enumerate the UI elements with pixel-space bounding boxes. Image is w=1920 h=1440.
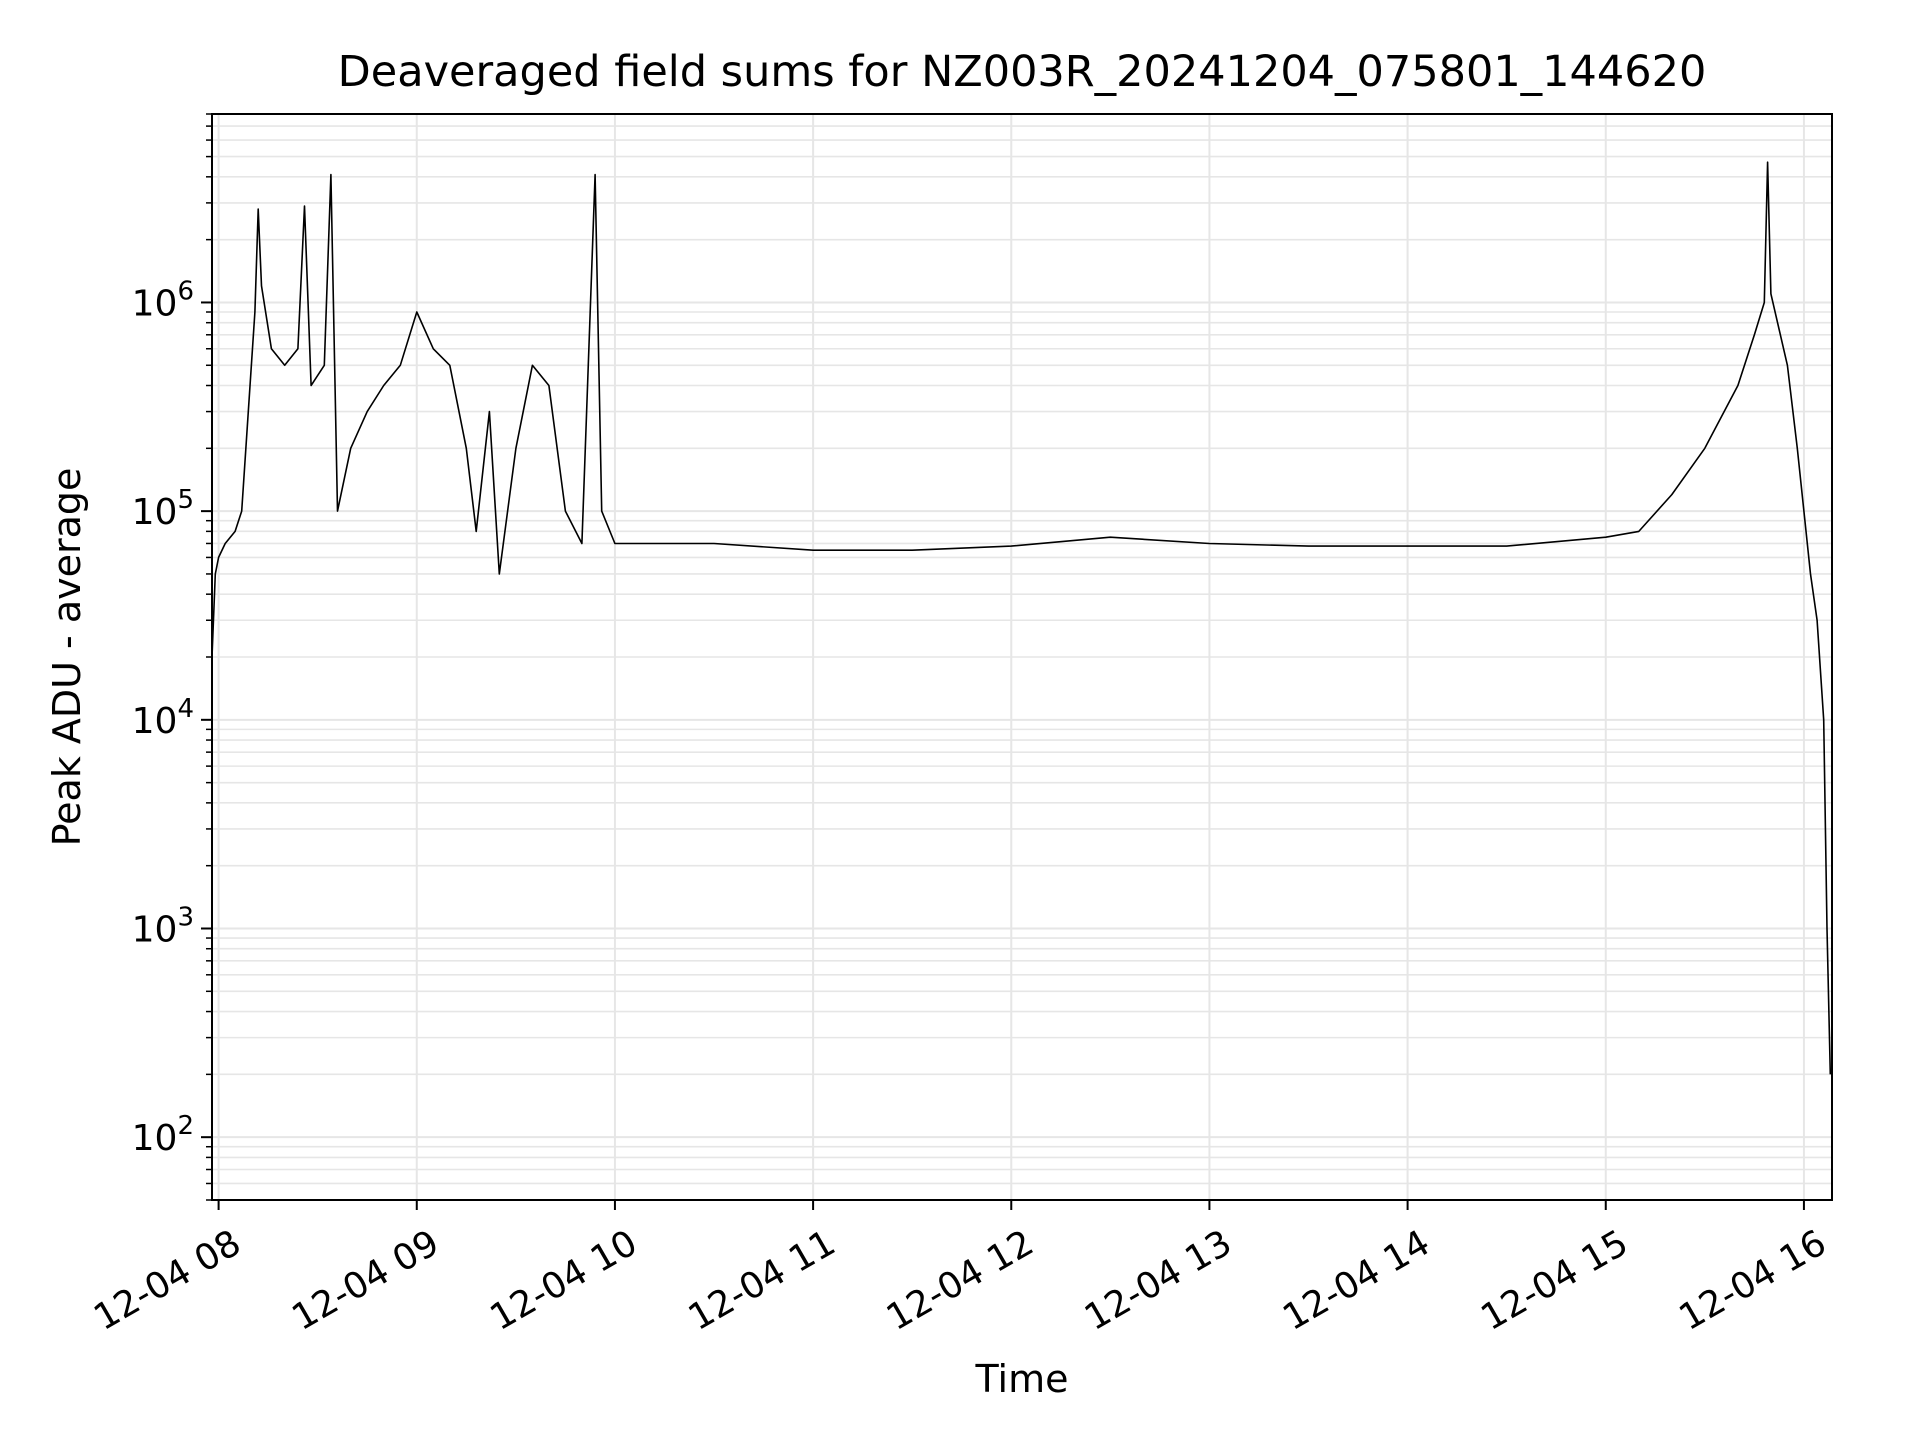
x-axis-label: Time xyxy=(975,1357,1069,1401)
x-tick-label: 12-04 12 xyxy=(880,1222,1041,1338)
x-axis: 12-04 08 12-04 09 12-04 10 12-04 11 12-04 12… xyxy=(87,1200,1833,1339)
y-axis: 102 103 104 105 106 xyxy=(132,113,212,1201)
y-tick-label: 106 xyxy=(132,276,194,324)
x-tick-label: 12-04 16 xyxy=(1673,1222,1834,1338)
y-axis-label: Peak ADU - average xyxy=(45,468,89,847)
series-line xyxy=(211,161,1832,1075)
series-group xyxy=(211,161,1832,1075)
x-tick-label: 12-04 10 xyxy=(484,1222,645,1338)
chart-title: Deaveraged field sums for NZ003R_2024120… xyxy=(338,47,1707,97)
x-tick-label: 12-04 14 xyxy=(1276,1222,1437,1338)
x-tick-label: 12-04 09 xyxy=(285,1222,446,1338)
x-tick-label: 12-04 15 xyxy=(1474,1222,1635,1338)
x-tick-label: 12-04 08 xyxy=(87,1222,248,1338)
y-tick-label: 105 xyxy=(132,485,194,533)
y-tick-label: 104 xyxy=(132,694,194,742)
x-tick-label: 12-04 13 xyxy=(1078,1222,1239,1338)
grid-lines xyxy=(212,113,1832,1201)
y-tick-label: 103 xyxy=(132,903,194,951)
x-tick-label: 12-04 11 xyxy=(682,1222,843,1338)
y-tick-label: 102 xyxy=(132,1111,194,1159)
